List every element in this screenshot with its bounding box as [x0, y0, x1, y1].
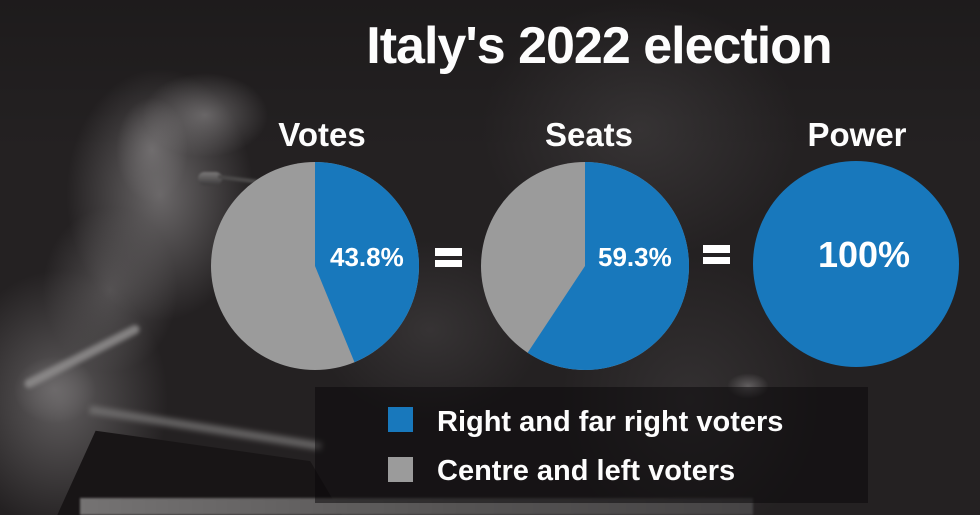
pie-value-seats: 59.3%: [598, 242, 672, 272]
pie-chart-seats: [481, 162, 689, 370]
page-title: Italy's 2022 election: [366, 17, 832, 75]
legend: Right and far right voters Centre and le…: [315, 387, 868, 503]
equals-bar: [435, 248, 462, 256]
equals-icon: [435, 248, 462, 267]
pie-value-power: 100%: [817, 234, 911, 275]
equals-icon: [703, 245, 730, 264]
equals-bar: [435, 259, 462, 267]
equals-bar: [703, 245, 730, 253]
pie-chart-votes: [211, 162, 419, 370]
pie-title-votes: Votes: [278, 116, 366, 153]
pie-title-power: Power: [807, 116, 907, 153]
pie-chart-power: [753, 161, 959, 367]
legend-label-right: Right and far right voters: [437, 406, 784, 438]
legend-swatch-centre-left: [388, 457, 413, 482]
microphone-icon: [198, 172, 222, 185]
legend-label-centre-left: Centre and left voters: [437, 455, 736, 487]
pie-title-seats: Seats: [544, 116, 634, 153]
equals-bar: [703, 256, 730, 264]
legend-swatch-right: [388, 407, 413, 432]
pie-value-votes: 43.8%: [330, 242, 404, 272]
